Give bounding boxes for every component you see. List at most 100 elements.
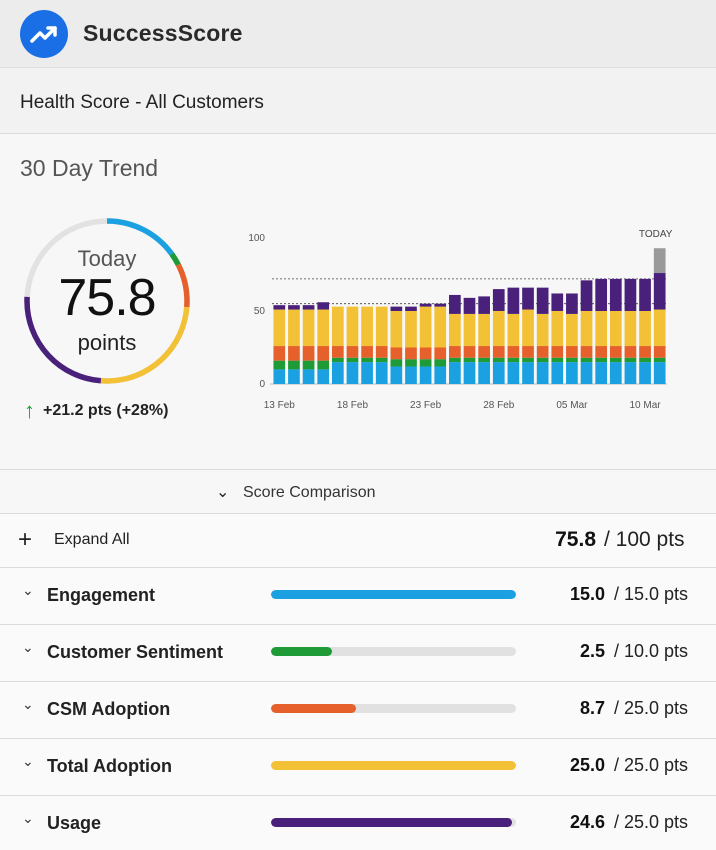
category-score: 8.7 xyxy=(579,698,605,718)
chart-bar-segment xyxy=(507,287,520,314)
chart-bar-segment xyxy=(653,309,666,347)
chart-bar-segment xyxy=(449,294,461,314)
category-progress-track xyxy=(271,647,516,656)
chart-bar-segment xyxy=(302,305,315,310)
chart-bar-segment xyxy=(522,309,534,347)
category-label[interactable]: CSM Adoption xyxy=(47,699,171,719)
chevron-down-icon[interactable]: ⌄ xyxy=(216,484,230,501)
chevron-down-icon[interactable]: ⌄ xyxy=(22,696,34,712)
score-delta: ↑ +21.2 pts (+28%) xyxy=(24,398,168,424)
chart-bar-segment xyxy=(317,309,330,347)
chart-bar-segment xyxy=(478,357,490,363)
x-tick-label: 05 Mar xyxy=(556,400,588,411)
chart-bar-segment xyxy=(288,309,300,347)
chart-bar-segment xyxy=(580,346,593,358)
chart-bar-segment xyxy=(478,346,490,358)
category-label[interactable]: Total Adoption xyxy=(47,756,172,776)
chart-bar-segment xyxy=(580,357,593,363)
chart-bar-segment xyxy=(302,309,315,347)
today-annotation: TODAY xyxy=(639,229,673,240)
category-progress-fill xyxy=(271,704,357,713)
chart-bar-segment xyxy=(639,278,651,311)
chart-bar-segment xyxy=(595,362,608,384)
chart-bar-segment xyxy=(492,362,505,384)
chart-bar-segment xyxy=(390,347,403,360)
chart-bar-segment xyxy=(551,346,564,358)
chart-bar-segment xyxy=(361,306,373,347)
chart-bar-segment xyxy=(653,273,666,310)
chart-bar-segment xyxy=(317,302,330,310)
chevron-down-icon[interactable]: ⌄ xyxy=(22,753,34,769)
category-max: / 15.0 pts xyxy=(614,584,689,604)
chart-bar-segment xyxy=(639,357,651,363)
chart-bar-segment xyxy=(273,360,286,370)
chart-bar-segment xyxy=(317,369,330,384)
chart-bar-segment xyxy=(580,311,593,347)
chart-bar-segment xyxy=(566,362,578,384)
chart-bar-segment xyxy=(595,357,608,363)
chart-bar-segment xyxy=(551,311,564,347)
chart-bar-segment xyxy=(536,287,549,314)
chart-bar-segment xyxy=(507,362,520,384)
chart-bar-segment xyxy=(419,306,432,348)
category-label[interactable]: Usage xyxy=(47,813,102,833)
chart-bar-segment xyxy=(595,278,608,311)
chart-bar-segment xyxy=(653,357,666,363)
category-score: 25.0 xyxy=(569,755,605,775)
category-label[interactable]: Engagement xyxy=(47,585,156,605)
chevron-down-icon[interactable]: ⌄ xyxy=(22,810,34,826)
category-score: 15.0 xyxy=(569,584,605,604)
app-logo[interactable] xyxy=(20,10,68,58)
chart-bar-segment xyxy=(331,357,344,363)
x-tick-label: 18 Feb xyxy=(337,400,369,411)
chart-bar-segment xyxy=(566,293,578,314)
gauge-segment xyxy=(24,218,190,384)
chart-bar-segment xyxy=(361,346,373,358)
gauge-segment xyxy=(24,218,190,384)
expand-all-button[interactable]: Expand All xyxy=(54,531,130,548)
chart-bar-segment xyxy=(331,362,344,384)
gauge-label: Today xyxy=(77,246,137,271)
trend-chart: 0 50 100 13 Feb 18 Feb 23 Feb 28 Feb 05 Mar 10 M… xyxy=(248,229,673,411)
chart-bar-segment xyxy=(288,360,300,370)
chart-bar-segment xyxy=(434,347,447,360)
gauge-segment xyxy=(24,218,190,384)
chart-bar-segment xyxy=(478,313,490,347)
chart-bar-segment xyxy=(609,362,622,384)
chart-bar-segment xyxy=(566,313,578,347)
chart-bar-segment xyxy=(419,366,432,384)
chart-bar-segment xyxy=(624,362,637,384)
category-progress-track xyxy=(271,761,516,770)
chart-bar-segment xyxy=(609,311,622,347)
chart-bar-segment xyxy=(405,311,417,348)
chart-bar-segment xyxy=(463,357,476,363)
chart-bar-segment xyxy=(405,359,417,367)
category-score: 2.5 xyxy=(579,641,605,661)
chevron-down-icon[interactable]: ⌄ xyxy=(22,582,34,598)
chart-bar-segment xyxy=(551,357,564,363)
chart-bar-segment xyxy=(624,346,637,358)
chart-bar-segment xyxy=(580,280,593,311)
chart-bar-segment xyxy=(346,357,359,363)
chart-bar-segment xyxy=(361,357,373,363)
x-tick-label: 13 Feb xyxy=(264,400,296,411)
chart-bar-segment xyxy=(302,369,315,384)
score-comparison-label[interactable]: Score Comparison xyxy=(243,484,376,501)
x-tick-label: 23 Feb xyxy=(410,400,442,411)
chevron-down-icon[interactable]: ⌄ xyxy=(22,639,34,655)
category-progress-fill xyxy=(271,761,516,770)
category-label[interactable]: Customer Sentiment xyxy=(47,642,224,662)
chart-bar-segment xyxy=(463,297,476,314)
category-progress-track xyxy=(271,704,516,713)
chart-bar-segment xyxy=(346,306,359,347)
chart-bar-segment xyxy=(536,362,549,384)
chart-bar-segment xyxy=(492,289,505,311)
chart-bar-segment xyxy=(624,357,637,363)
chart-bar-segment xyxy=(288,305,300,310)
x-tick-label: 28 Feb xyxy=(483,400,515,411)
plus-icon[interactable]: + xyxy=(18,526,33,553)
chart-bar-segment xyxy=(536,346,549,358)
score-comparison-toggle[interactable] xyxy=(0,470,716,514)
gauge-unit: points xyxy=(77,330,137,355)
chart-bar-segment xyxy=(419,359,432,367)
